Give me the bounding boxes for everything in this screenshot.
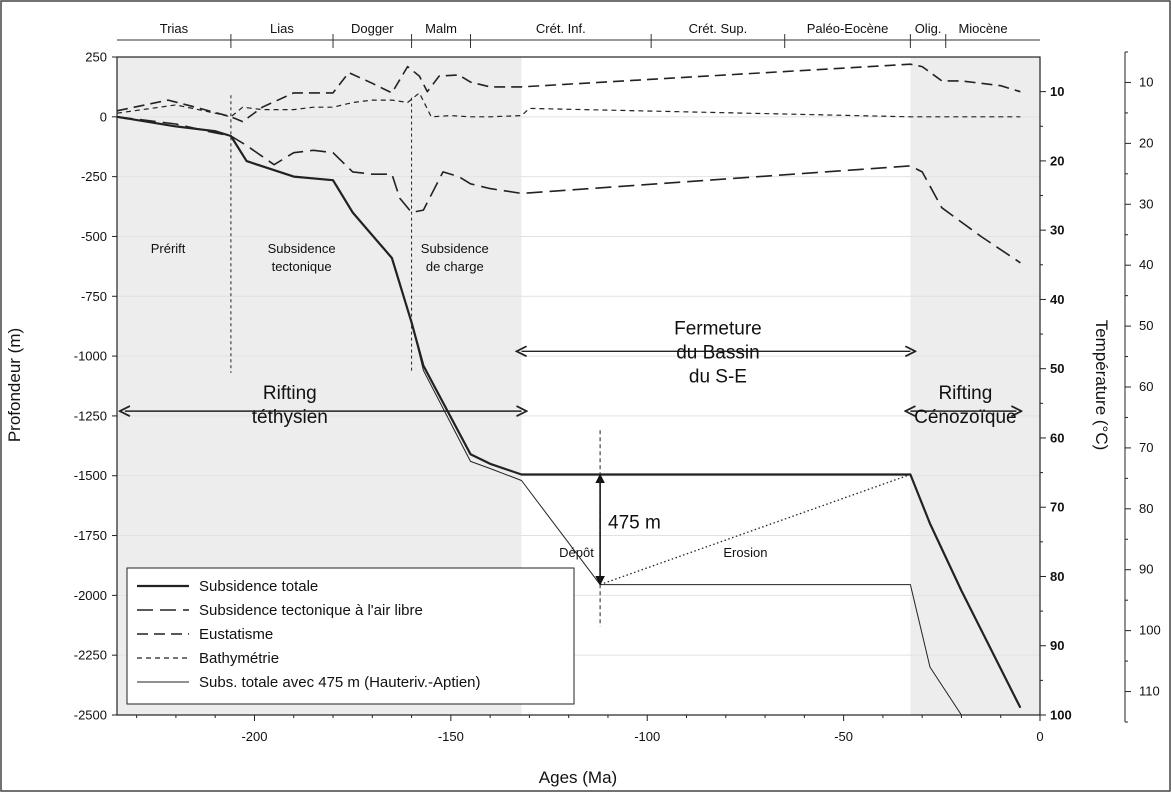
temp-outer-tick-label: 60: [1139, 379, 1153, 394]
temp-outer-tick-label: 100: [1139, 623, 1161, 638]
y-tick-label: 0: [100, 109, 107, 124]
temp-tick-label: 80: [1050, 569, 1064, 584]
temp-tick-label: 70: [1050, 500, 1064, 515]
annotation-label: du S-E: [689, 367, 747, 388]
annotation-label: téthysien: [252, 407, 328, 428]
period-label: Paléo-Eocène: [807, 21, 889, 36]
y-tick-label: -1250: [74, 408, 107, 423]
temp-tick-label: 40: [1050, 292, 1064, 307]
phase-label: de charge: [426, 259, 484, 274]
phase-label: Subsidence: [421, 241, 489, 256]
series-line: [116, 63, 1021, 123]
legend-box: [126, 567, 575, 705]
x-axis-title: Ages (Ma): [539, 768, 617, 787]
series-line: [116, 92, 1021, 118]
temp-outer-tick-label: 70: [1139, 440, 1153, 455]
axes: 2500-250-500-750-1000-1250-1500-1750-200…: [74, 50, 1044, 745]
y-tick-label: -250: [81, 169, 107, 184]
legend-label: Subsidence tectonique à l'air libre: [199, 602, 423, 619]
erosion-dotted-line: [599, 473, 911, 586]
legend-label: Subs. totale avec 475 m (Hauteriv.-Aptie…: [199, 674, 481, 691]
legend-label: Bathymétrie: [199, 650, 279, 667]
temp-tick-label: 20: [1050, 153, 1064, 168]
y-tick-label: -1750: [74, 528, 107, 543]
x-tick-label: -50: [834, 729, 853, 744]
x-tick-label: -150: [438, 729, 464, 744]
plot-frame: [116, 56, 1041, 716]
y-tick-label: -2000: [74, 588, 107, 603]
temperature-axis-title: Température (°C): [1092, 320, 1111, 451]
annotation-label: Rifting: [938, 383, 992, 404]
period-label: Crét. Inf.: [536, 21, 586, 36]
temp-outer-tick-label: 110: [1139, 684, 1160, 699]
series-line: [116, 116, 1021, 264]
annotation-label: Rifting: [263, 383, 317, 404]
period-label: Lias: [270, 21, 294, 36]
y-tick-label: -2250: [74, 648, 107, 663]
y-tick-label: -750: [81, 289, 107, 304]
temp-tick-label: 100: [1050, 708, 1072, 723]
y-tick-label: -500: [81, 229, 107, 244]
temp-tick-label: 30: [1050, 223, 1064, 238]
temp-outer-tick-label: 40: [1139, 257, 1153, 272]
y-tick-label: -2500: [74, 708, 107, 723]
y-tick-label: 250: [85, 50, 107, 65]
temperature-axes: 10 20 30 40 50 60 70 80 90 100 10 20 30 40 50 60 70 80 90 1…: [1040, 51, 1161, 723]
x-tick-label: -100: [634, 729, 660, 744]
period-bar: Trias Lias Dogger Malm Crét. Inf. Crét. Sup. P…: [117, 21, 1040, 48]
temp-outer-tick-label: 80: [1139, 501, 1153, 516]
legend-label: Eustatisme: [199, 626, 273, 643]
period-label: Crét. Sup.: [689, 21, 748, 36]
period-label: Olig.: [915, 21, 942, 36]
y-tick-label: -1000: [74, 349, 107, 364]
thickness-label: 475 m: [608, 512, 661, 533]
annotation-label: Dépôt: [559, 545, 594, 560]
temp-outer-tick-label: 50: [1139, 318, 1153, 333]
legend-label: Subsidence totale: [199, 578, 318, 595]
temp-tick-label: 90: [1050, 638, 1064, 653]
period-label: Malm: [425, 21, 457, 36]
x-tick-label: -200: [241, 729, 267, 744]
temp-outer-tick-label: 10: [1139, 74, 1153, 89]
legend: Subsidence totale Subsidence tectonique à…: [126, 567, 575, 705]
temp-outer-tick-label: 30: [1139, 196, 1153, 211]
y-axis-title: Profondeur (m): [5, 328, 24, 442]
temp-outer-tick-label: 90: [1139, 562, 1153, 577]
temp-tick-label: 10: [1050, 84, 1064, 99]
series-lines: [116, 63, 1022, 716]
phase-label: Subsidence: [268, 241, 336, 256]
annotation-label: Cénozoïque: [914, 407, 1016, 428]
period-label: Miocène: [958, 21, 1007, 36]
phase-label: Prérift: [151, 241, 186, 256]
annotation-label: Erosion: [723, 545, 767, 560]
y-tick-label: -1500: [74, 468, 107, 483]
annotation-label: du Bassin: [676, 343, 759, 364]
temp-tick-label: 50: [1050, 361, 1064, 376]
x-tick-label: 0: [1036, 729, 1043, 744]
period-label: Dogger: [351, 21, 394, 36]
phase-lines: Prérift Subsidence tectonique Subsidence de …: [151, 95, 489, 373]
annotations: Rifting téthysien Fermeture du Bassin du S-E…: [125, 319, 1017, 627]
phase-label: tectonique: [272, 259, 332, 274]
annotation-label: Fermeture: [674, 319, 762, 340]
temp-outer-tick-label: 20: [1139, 135, 1153, 150]
series-line: [116, 116, 962, 716]
temp-tick-label: 60: [1050, 430, 1064, 445]
period-label: Trias: [160, 21, 189, 36]
shaded-interval: [910, 57, 1040, 715]
